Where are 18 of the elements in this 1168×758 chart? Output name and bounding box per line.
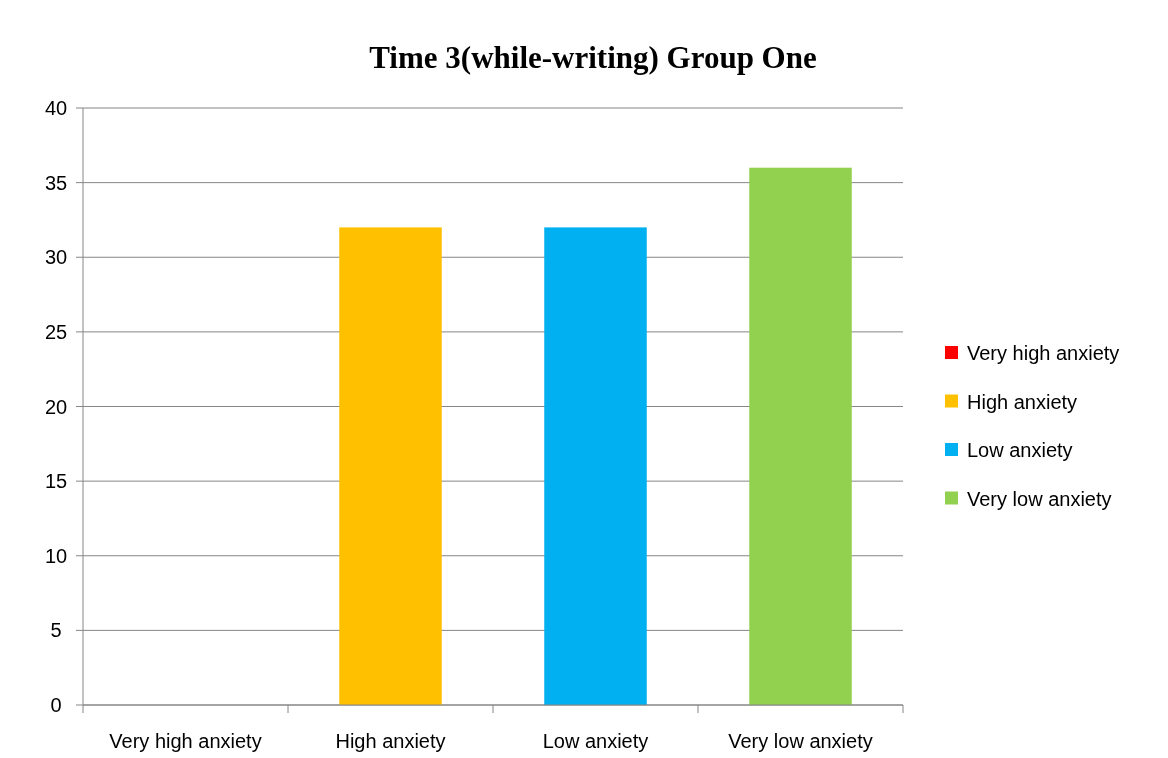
y-tick-label: 0: [50, 694, 62, 716]
y-tick-label: 30: [44, 246, 68, 269]
y-tick-label: 40: [44, 97, 68, 119]
legend-label: Very low anxiety: [967, 487, 1112, 510]
x-tick-label: High anxiety: [335, 730, 446, 752]
legend-label: Low anxiety: [967, 439, 1073, 461]
y-tick-label: 10: [44, 544, 68, 567]
x-tick-label: Very low anxiety: [728, 730, 873, 752]
y-tick-label: 35: [44, 171, 68, 194]
legend-label: Very high anxiety: [967, 342, 1120, 364]
legend-label: High anxiety: [967, 390, 1078, 413]
y-tick-label: 5: [50, 619, 62, 642]
y-tick-label: 20: [44, 395, 68, 418]
y-tick-label: 15: [44, 470, 68, 493]
y-tick-label: 25: [44, 320, 68, 343]
chart-title: Time 3(while-writing) Group One: [369, 40, 817, 75]
x-tick-label: Low anxiety: [542, 730, 649, 752]
x-tick-label: Very high anxiety: [109, 730, 262, 752]
